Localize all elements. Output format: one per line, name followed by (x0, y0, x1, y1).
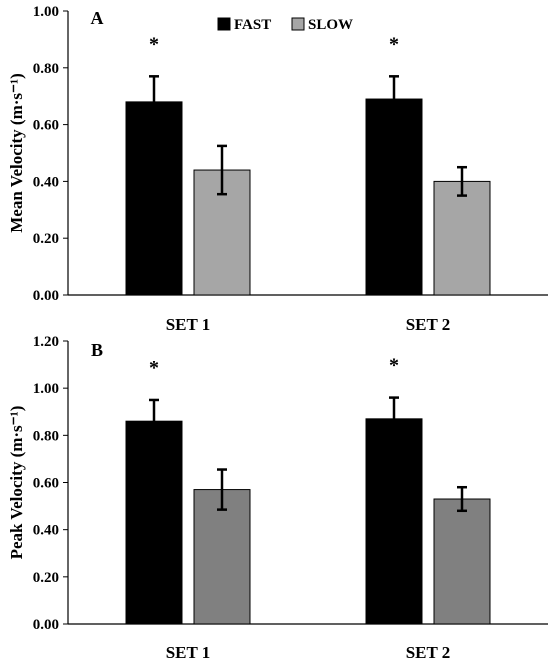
y-tick-label: 0.40 (33, 523, 59, 539)
legend-label: SLOW (308, 17, 353, 33)
bar-slow-set-2 (433, 180, 491, 296)
legend-swatch (291, 17, 305, 31)
bar-fast-set-2 (365, 98, 423, 296)
x-category-label: SET 1 (166, 643, 211, 662)
y-tick-label: 0.60 (33, 118, 59, 134)
y-axis-label: Mean Velocity (m·s⁻¹) (7, 73, 26, 233)
y-tick-label: 0.00 (33, 617, 59, 633)
y-tick-label: 0.20 (33, 231, 59, 247)
panel-label: B (91, 340, 103, 360)
y-tick-label: 1.00 (33, 4, 59, 20)
legend: FAST SLOW (217, 17, 353, 33)
significance-marker: * (389, 33, 399, 55)
bar-slow-set-2 (433, 498, 491, 625)
x-category-label: SET 2 (406, 643, 451, 662)
legend-swatch (217, 17, 231, 31)
y-tick-label: 1.00 (33, 381, 59, 397)
panel-label: A (91, 8, 104, 28)
y-tick-label: 0.40 (33, 174, 59, 190)
bar-fast-set-1 (125, 420, 183, 625)
y-tick-label: 0.80 (33, 61, 59, 77)
x-category-label: SET 1 (166, 315, 211, 334)
significance-marker: * (389, 355, 399, 377)
x-category-label: SET 2 (406, 315, 451, 334)
y-tick-label: 1.20 (33, 334, 59, 350)
bar-slow-set-1 (193, 489, 251, 625)
chart-panel-1: 0.00 0.20 0.40 0.60 0.80 1.00 Mean Velocity (m… (7, 4, 548, 334)
legend-label: FAST (234, 17, 271, 33)
chart-panel-2: 0.00 0.20 0.40 0.60 0.80 1.00 1.20 Peak Velocit… (7, 334, 548, 662)
y-axis-label: Peak Velocity (m·s⁻¹) (7, 406, 26, 560)
bar-fast-set-1 (125, 101, 183, 296)
y-tick-label: 0.00 (33, 288, 59, 304)
significance-marker: * (149, 33, 159, 55)
y-tick-label: 0.80 (33, 428, 59, 444)
y-tick-label: 0.60 (33, 476, 59, 492)
y-tick-label: 0.20 (33, 570, 59, 586)
bar-fast-set-2 (365, 418, 423, 625)
significance-marker: * (149, 357, 159, 379)
